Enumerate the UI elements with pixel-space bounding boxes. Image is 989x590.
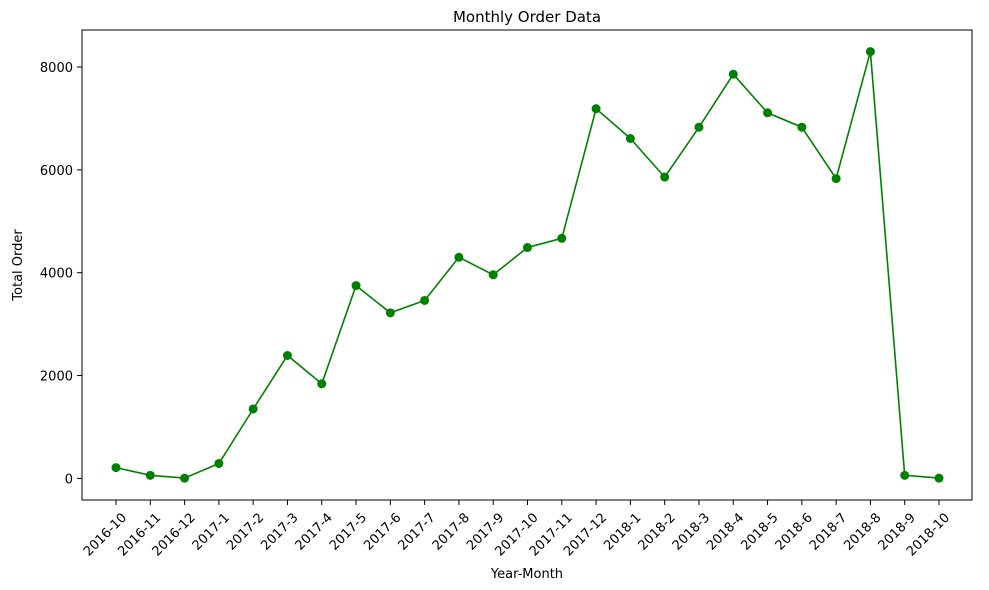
data-point [317,379,327,389]
data-point [282,351,292,361]
data-point [420,295,430,305]
x-axis-title: Year-Month [490,567,563,582]
data-point [900,470,910,480]
y-tick-label: 0 [65,472,73,487]
data-point [591,104,601,114]
data-point [454,252,464,262]
data-point [385,308,395,318]
plot-frame [81,29,973,501]
data-point [523,243,532,253]
data-point [865,47,875,57]
data-point [797,122,807,132]
data-point [557,233,567,243]
y-tick-label: 6000 [40,164,73,179]
y-tick-label: 8000 [40,61,73,76]
y-tick-label: 4000 [40,267,73,282]
y-axis: 0 2000 4000 6000 8000 [40,61,82,487]
data-point [145,470,155,480]
data-point [248,404,258,414]
data-point [488,270,498,280]
chart-title: Monthly Order Data [453,8,601,26]
data-point [111,463,121,473]
data-point [180,473,190,483]
y-tick-label: 2000 [40,370,73,385]
data-point [831,174,841,184]
data-point [728,69,738,79]
data-point [214,458,224,468]
data-point [625,134,635,144]
plot-area [111,47,944,483]
data-point [763,108,773,118]
data-point [934,473,944,483]
data-point [694,122,704,132]
data-point [351,281,361,291]
y-axis-title: Total Order [11,229,26,302]
data-point [660,172,670,182]
